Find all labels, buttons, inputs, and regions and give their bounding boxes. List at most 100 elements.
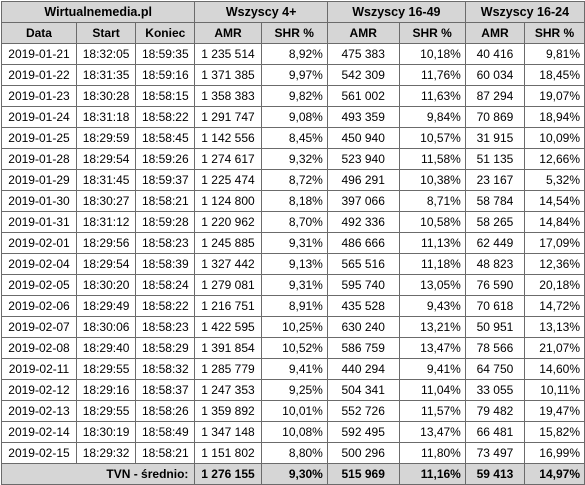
cell-start: 18:29:59 xyxy=(75,127,137,149)
cell-amr-4plus: 1 358 383 xyxy=(194,85,262,107)
cell-shr-16-49: 8,71% xyxy=(398,190,466,212)
cell-shr-16-24: 19,07% xyxy=(524,85,585,107)
table-row: 2019-01-22 18:31:35 18:59:16 1 371 385 9… xyxy=(1,64,585,86)
cell-amr-16-24: 87 294 xyxy=(464,85,526,107)
column-header-date: Data xyxy=(1,22,77,44)
cell-amr-16-24: 50 951 xyxy=(464,316,526,338)
cell-start: 18:30:20 xyxy=(75,274,137,296)
cell-shr-16-24: 14,54% xyxy=(524,190,585,212)
cell-shr-4plus: 8,91% xyxy=(260,295,328,317)
cell-amr-4plus: 1 347 148 xyxy=(194,421,262,443)
cell-shr-16-24: 14,84% xyxy=(524,211,585,233)
column-header-amr: AMR xyxy=(326,22,400,44)
column-header-shr: SHR % xyxy=(260,22,328,44)
table-row: 2019-01-29 18:31:45 18:59:37 1 225 474 8… xyxy=(1,169,585,191)
cell-amr-16-24: 58 784 xyxy=(464,190,526,212)
cell-start: 18:32:05 xyxy=(75,43,137,65)
cell-amr-16-49: 592 495 xyxy=(326,421,400,443)
cell-amr-16-24: 70 618 xyxy=(464,295,526,317)
cell-amr-16-24: 62 449 xyxy=(464,232,526,254)
cell-shr-4plus: 10,01% xyxy=(260,400,328,422)
cell-start: 18:29:32 xyxy=(75,442,137,464)
cell-date: 2019-01-23 xyxy=(1,85,77,107)
cell-shr-16-49: 10,38% xyxy=(398,169,466,191)
cell-shr-4plus: 10,52% xyxy=(260,337,328,359)
cell-amr-16-49: 496 291 xyxy=(326,169,400,191)
cell-amr-4plus: 1 124 800 xyxy=(194,190,262,212)
average-amr-16-24: 59 413 xyxy=(464,463,526,485)
cell-amr-4plus: 1 235 514 xyxy=(194,43,262,65)
cell-shr-16-24: 13,13% xyxy=(524,316,585,338)
cell-end: 18:58:22 xyxy=(135,295,196,317)
group-header-16-49: Wszyscy 16-49 xyxy=(326,1,466,23)
cell-start: 18:30:27 xyxy=(75,190,137,212)
cell-shr-16-24: 14,60% xyxy=(524,358,585,380)
cell-shr-4plus: 8,72% xyxy=(260,169,328,191)
cell-amr-4plus: 1 422 595 xyxy=(194,316,262,338)
cell-amr-16-24: 76 590 xyxy=(464,274,526,296)
cell-amr-16-49: 552 726 xyxy=(326,400,400,422)
table-row: 2019-02-01 18:29:56 18:58:23 1 245 885 9… xyxy=(1,232,585,254)
cell-amr-16-49: 493 359 xyxy=(326,106,400,128)
cell-end: 18:58:15 xyxy=(135,85,196,107)
cell-shr-16-49: 11,58% xyxy=(398,148,466,170)
cell-start: 18:29:40 xyxy=(75,337,137,359)
table-row: 2019-01-23 18:30:28 18:58:15 1 358 383 9… xyxy=(1,85,585,107)
table-row: 2019-01-31 18:31:12 18:59:28 1 220 962 8… xyxy=(1,211,585,233)
cell-start: 18:29:54 xyxy=(75,148,137,170)
table-row: 2019-01-30 18:30:27 18:58:21 1 124 800 8… xyxy=(1,190,585,212)
cell-end: 18:59:35 xyxy=(135,43,196,65)
cell-date: 2019-01-28 xyxy=(1,148,77,170)
table-row: 2019-01-24 18:31:18 18:58:22 1 291 747 9… xyxy=(1,106,585,128)
average-shr-16-49: 11,16% xyxy=(398,463,466,485)
cell-date: 2019-01-24 xyxy=(1,106,77,128)
cell-shr-4plus: 9,25% xyxy=(260,379,328,401)
cell-amr-16-24: 78 566 xyxy=(464,337,526,359)
cell-date: 2019-01-22 xyxy=(1,64,77,86)
cell-end: 18:58:21 xyxy=(135,442,196,464)
cell-end: 18:58:26 xyxy=(135,400,196,422)
cell-shr-4plus: 10,08% xyxy=(260,421,328,443)
column-header-start: Start xyxy=(75,22,137,44)
cell-shr-16-24: 20,18% xyxy=(524,274,585,296)
cell-shr-16-49: 9,43% xyxy=(398,295,466,317)
cell-start: 18:29:16 xyxy=(75,379,137,401)
cell-shr-16-49: 10,58% xyxy=(398,211,466,233)
cell-amr-16-49: 397 066 xyxy=(326,190,400,212)
cell-amr-16-49: 440 294 xyxy=(326,358,400,380)
cell-amr-16-49: 435 528 xyxy=(326,295,400,317)
cell-shr-16-49: 11,13% xyxy=(398,232,466,254)
cell-date: 2019-02-11 xyxy=(1,358,77,380)
cell-amr-4plus: 1 216 751 xyxy=(194,295,262,317)
cell-shr-16-49: 11,18% xyxy=(398,253,466,275)
cell-shr-16-49: 13,05% xyxy=(398,274,466,296)
cell-date: 2019-02-15 xyxy=(1,442,77,464)
cell-start: 18:31:12 xyxy=(75,211,137,233)
average-amr-4plus: 1 276 155 xyxy=(194,463,262,485)
cell-shr-4plus: 9,97% xyxy=(260,64,328,86)
cell-shr-16-49: 13,47% xyxy=(398,337,466,359)
cell-date: 2019-01-25 xyxy=(1,127,77,149)
cell-amr-16-24: 23 167 xyxy=(464,169,526,191)
cell-shr-4plus: 9,31% xyxy=(260,274,328,296)
cell-shr-4plus: 9,32% xyxy=(260,148,328,170)
cell-amr-16-49: 492 336 xyxy=(326,211,400,233)
cell-amr-16-24: 58 265 xyxy=(464,211,526,233)
cell-amr-4plus: 1 391 854 xyxy=(194,337,262,359)
cell-amr-16-24: 73 497 xyxy=(464,442,526,464)
cell-amr-4plus: 1 279 081 xyxy=(194,274,262,296)
cell-shr-16-49: 11,04% xyxy=(398,379,466,401)
cell-shr-4plus: 9,82% xyxy=(260,85,328,107)
cell-amr-16-49: 450 940 xyxy=(326,127,400,149)
cell-end: 18:59:37 xyxy=(135,169,196,191)
cell-shr-16-49: 11,57% xyxy=(398,400,466,422)
cell-date: 2019-02-04 xyxy=(1,253,77,275)
column-header-amr: AMR xyxy=(194,22,262,44)
cell-amr-16-49: 504 341 xyxy=(326,379,400,401)
cell-date: 2019-01-31 xyxy=(1,211,77,233)
table-row: 2019-02-14 18:30:19 18:58:49 1 347 148 1… xyxy=(1,421,585,443)
table-row: 2019-01-28 18:29:54 18:59:26 1 274 617 9… xyxy=(1,148,585,170)
cell-amr-16-24: 70 869 xyxy=(464,106,526,128)
cell-date: 2019-02-05 xyxy=(1,274,77,296)
